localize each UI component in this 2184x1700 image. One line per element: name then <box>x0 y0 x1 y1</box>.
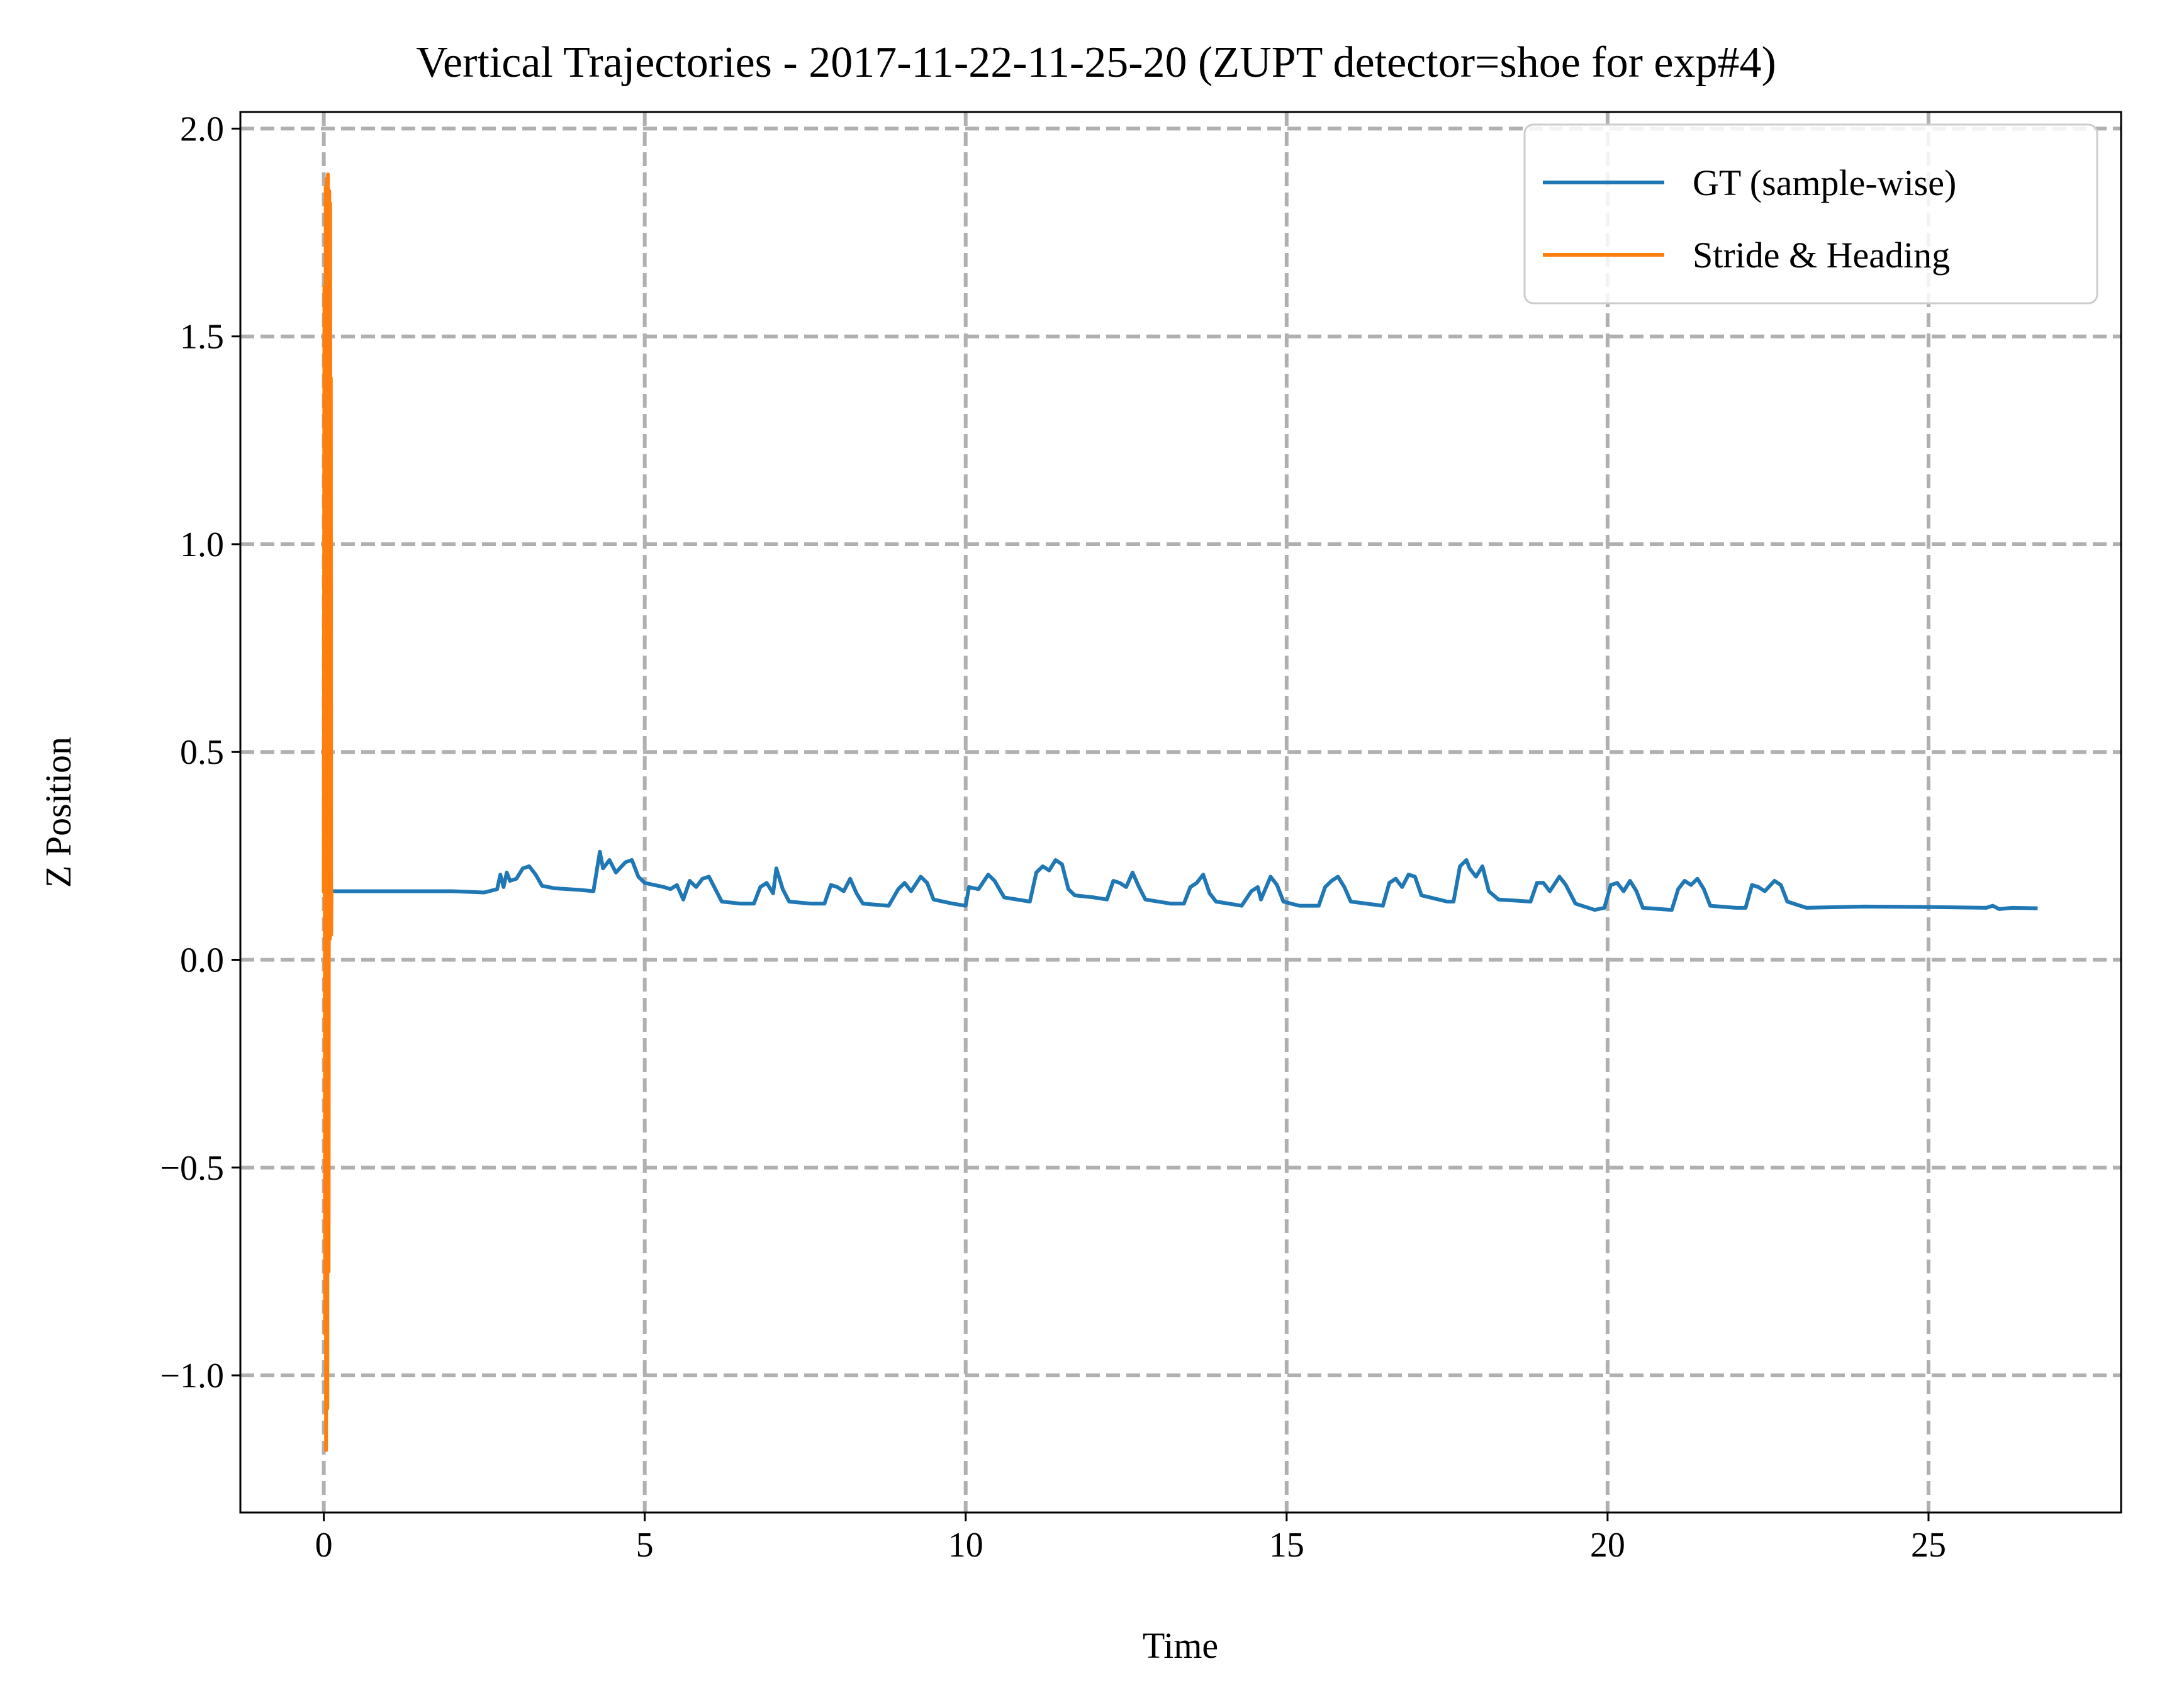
y-tick-label: 2.0 <box>180 109 224 148</box>
x-axis: 0 5 10 15 20 25 <box>315 1513 1946 1565</box>
x-axis-label: Time <box>1143 1625 1218 1666</box>
x-tick-label: 10 <box>948 1526 983 1565</box>
x-tick-label: 20 <box>1590 1526 1625 1565</box>
plot-area <box>322 172 2038 1452</box>
y-tick-label: 0.5 <box>180 733 224 772</box>
y-axis: −1.0 −0.5 0.0 0.5 1.0 1.5 2.0 <box>160 109 240 1395</box>
plot-frame <box>239 111 2122 1514</box>
series-line-gt <box>323 849 2038 912</box>
y-tick-label: 0.0 <box>180 941 224 980</box>
x-tick-label: 25 <box>1911 1526 1946 1565</box>
legend-box <box>1523 123 2098 305</box>
x-tick-label: 15 <box>1269 1526 1304 1565</box>
y-tick-label: 1.5 <box>180 318 224 357</box>
chart-title: Vertical Trajectories - 2017-11-22-11-25… <box>416 38 1776 87</box>
y-tick-label: −1.0 <box>160 1356 224 1395</box>
legend: GT (sample-wise) Stride & Heading <box>1523 123 2098 305</box>
y-axis-label: Z Position <box>38 737 79 888</box>
x-tick-label: 0 <box>315 1526 333 1565</box>
y-tick-label: 1.0 <box>180 525 224 564</box>
gridlines <box>240 112 2121 1513</box>
legend-label-stride: Stride & Heading <box>1693 235 1950 276</box>
y-tick-label: −0.5 <box>160 1149 224 1188</box>
legend-label-gt: GT (sample-wise) <box>1693 162 1956 203</box>
x-tick-label: 5 <box>636 1526 654 1565</box>
series-line-stride <box>322 172 333 1452</box>
